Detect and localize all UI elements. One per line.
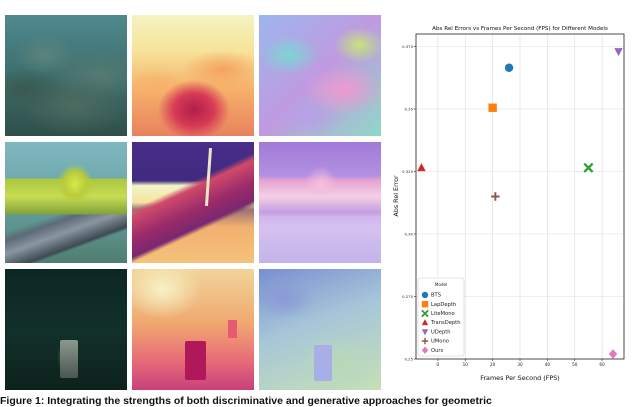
x-tick-label: 10 xyxy=(463,362,469,367)
point-transdepth xyxy=(417,163,426,172)
y-tick-label: 0.375 xyxy=(402,44,413,49)
point-umono xyxy=(491,192,500,201)
legend-marker-litemono xyxy=(421,309,429,318)
point-ours xyxy=(608,349,618,359)
point-bts xyxy=(504,63,514,72)
legend-label-bts: BTS xyxy=(431,293,441,299)
legend: Model BTS LapDepth LiteMono TransDepth UDept… xyxy=(417,277,465,357)
legend-title: Model xyxy=(435,282,448,287)
legend-box xyxy=(417,277,465,357)
y-tick-label: 0.275 xyxy=(402,294,413,299)
scatter-chart: Abs Rel Errors vs Frames Per Second (FPS… xyxy=(388,18,636,384)
x-tick-label: 50 xyxy=(572,362,578,367)
legend-marker-ours xyxy=(421,346,429,354)
chart-title: Abs Rel Errors vs Frames Per Second (FPS… xyxy=(432,26,608,32)
x-tick-label: 0 xyxy=(437,362,440,367)
x-tick-label: 60 xyxy=(599,362,605,367)
depth-map-coral xyxy=(132,15,254,136)
legend-label-umono: UMono xyxy=(431,339,449,345)
y-axis-label: Abs Rel Error xyxy=(392,175,400,217)
legend-label-transdepth: TransDepth xyxy=(430,320,461,326)
normal-map-pipe xyxy=(259,142,381,263)
legend-label-lapdepth: LapDepth xyxy=(431,302,456,308)
legend-marker-umono xyxy=(421,337,429,345)
chart-svg: Abs Rel Errors vs Frames Per Second (FPS… xyxy=(392,26,625,382)
normal-map-coral xyxy=(259,15,381,136)
y-tick-label: 0.35 xyxy=(405,106,414,111)
depth-map-pipe xyxy=(132,142,254,263)
rgb-image-pipe xyxy=(5,142,127,263)
point-lapdepth xyxy=(488,103,497,112)
y-tick-label: 0.325 xyxy=(402,169,413,174)
legend-label-litemono: LiteMono xyxy=(431,311,455,317)
point-udepth xyxy=(614,48,623,57)
y-tick-label: 0.25 xyxy=(405,356,414,361)
tube-object-normal xyxy=(314,345,332,381)
legend-marker-lapdepth xyxy=(421,301,429,308)
x-tick-label: 30 xyxy=(517,362,523,367)
point-litemono xyxy=(583,162,594,173)
small-object-depth xyxy=(228,320,237,338)
x-tick-label: 20 xyxy=(490,362,496,367)
tube-object-depth xyxy=(185,341,206,380)
legend-marker-transdepth xyxy=(421,319,429,326)
legend-label-udepth: UDepth xyxy=(431,329,451,335)
y-tick-label: 0.30 xyxy=(405,231,414,236)
x-axis-label: Frames Per Second (FPS) xyxy=(480,374,560,382)
x-tick-label: 40 xyxy=(545,362,551,367)
legend-label-ours: Ours xyxy=(431,348,444,354)
legend-marker-udepth xyxy=(421,329,429,336)
figure-caption: Figure 1: Integrating the strengths of b… xyxy=(0,395,492,407)
tube-object-rgb xyxy=(60,340,78,378)
rgb-image-coral xyxy=(5,15,127,136)
legend-marker-bts xyxy=(421,291,429,299)
